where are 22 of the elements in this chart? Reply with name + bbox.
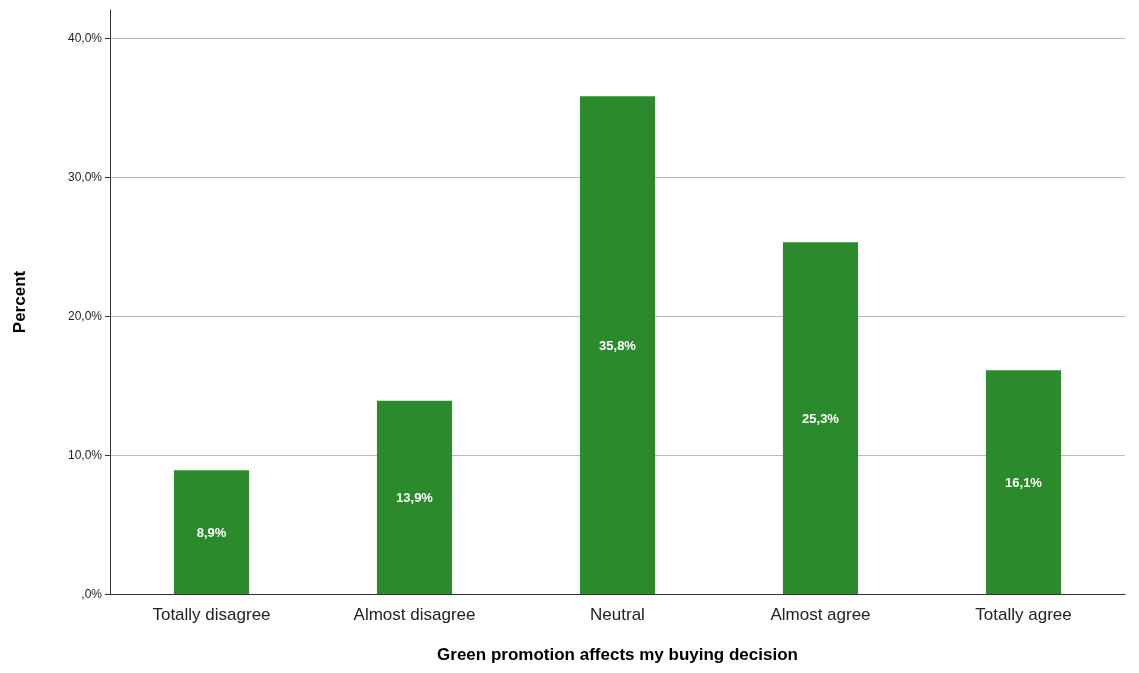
y-axis-title: Percent [10,270,29,334]
data-label: 25,3% [802,410,840,426]
bar [782,242,859,594]
x-tick-label: Almost agree [770,605,871,624]
y-tick-label: 40,0% [67,30,103,45]
bar [985,370,1062,594]
x-tick-label: Totally disagree [152,605,271,624]
x-axis-title: Green promotion affects my buying decision [437,645,798,664]
y-tick-label: 20,0% [67,308,103,323]
x-tick-label: Totally agree [975,605,1072,624]
y-tick-label: ,0% [81,587,103,601]
data-label: 16,1% [1005,474,1043,490]
x-tick-label: Neutral [590,605,645,624]
x-tick-label: Almost disagree [353,605,476,624]
data-label: 35,8% [599,337,637,353]
data-label: 13,9% [396,489,434,505]
data-label: 8,9% [196,524,227,540]
y-tick-label: 30,0% [67,169,103,184]
bar [376,400,453,594]
y-tick-label: 10,0% [67,447,103,462]
bar [579,96,656,594]
bar [173,470,250,594]
